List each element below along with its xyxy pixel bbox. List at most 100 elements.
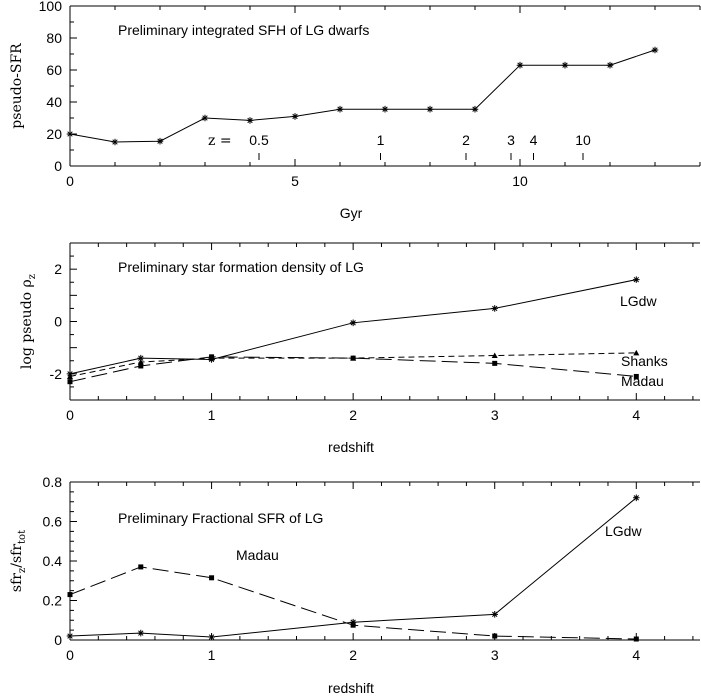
- star-marker: [606, 61, 614, 69]
- star-marker: [561, 61, 569, 69]
- star-marker: [137, 354, 145, 362]
- x-tick-label: 1: [208, 647, 216, 663]
- triangle-marker: [67, 373, 73, 379]
- star-marker: [349, 319, 357, 327]
- square-marker: [67, 379, 73, 385]
- x-tick-label: 2: [349, 647, 357, 663]
- y-tick-label: 0.2: [43, 593, 63, 609]
- star-marker: [491, 305, 499, 312]
- z-tick-label: 10: [575, 132, 591, 148]
- square-marker: [350, 622, 356, 628]
- x-tick-label: 2: [349, 407, 357, 423]
- series-lgdw: [66, 494, 640, 641]
- series-line: [69, 566, 637, 640]
- star-marker: [516, 61, 524, 69]
- legend-lgdw: LGdw: [605, 523, 642, 539]
- panel-star-formation-density: 0 1 2 3 4 -2 0 2 Preliminary star formation dens…: [19, 242, 700, 455]
- star-marker: [156, 137, 164, 145]
- series-madau: [67, 354, 639, 385]
- triangle-marker: [137, 359, 144, 365]
- series-line: [69, 279, 637, 375]
- z-tick-label: 4: [530, 132, 538, 148]
- x-axis-label: Gyr: [340, 205, 363, 221]
- y-tick-label: 100: [39, 0, 63, 14]
- chart-title: Preliminary star formation density of LG: [118, 259, 364, 275]
- x-tick-label: 4: [632, 647, 640, 663]
- y-tick-label: 0: [54, 632, 62, 648]
- x-tick-label: 3: [491, 647, 499, 663]
- y-axis-label: sfrz/sfrtot: [9, 530, 28, 592]
- star-marker: [349, 618, 357, 626]
- z-tick-label: 1: [377, 132, 385, 148]
- star-marker: [66, 632, 74, 640]
- x-tick-label: 3: [491, 407, 499, 423]
- series-line: [69, 356, 637, 383]
- square-marker: [492, 633, 498, 639]
- legend-lgdw: LGdw: [620, 293, 657, 309]
- z-axis-label: z =: [208, 133, 232, 149]
- legend-shanks: Shanks: [621, 353, 668, 369]
- z-tick-label: 3: [507, 132, 515, 148]
- y-tick-label: 0.8: [43, 474, 63, 490]
- star-marker: [208, 633, 215, 641]
- z-tick-label: 2: [462, 132, 470, 148]
- y-tick-label: 2: [54, 261, 62, 277]
- star-marker: [66, 130, 74, 138]
- square-marker: [138, 363, 144, 369]
- square-marker: [209, 354, 215, 360]
- series-shanks: [67, 349, 640, 379]
- y-tick-label: 80: [46, 30, 62, 46]
- series-sfh: [66, 46, 659, 146]
- x-tick-label: 0: [66, 647, 74, 663]
- y-tick-label: 0.6: [43, 514, 63, 530]
- x-tick-label: 0: [66, 173, 74, 189]
- x-tick-label: 10: [512, 173, 528, 189]
- y-tick-label: 40: [46, 94, 62, 110]
- square-marker: [633, 373, 639, 379]
- star-marker: [137, 629, 145, 637]
- legend-madau: Madau: [621, 373, 664, 389]
- series-madau: [67, 564, 639, 642]
- star-marker: [291, 113, 299, 120]
- square-marker: [138, 564, 144, 570]
- star-marker: [111, 138, 119, 146]
- star-marker: [201, 114, 209, 122]
- series-line: [69, 352, 637, 377]
- legend-madau: Madau: [236, 547, 279, 563]
- star-marker: [381, 105, 389, 113]
- y-axis-label: log pseudo ρz: [19, 274, 38, 369]
- triangle-marker: [491, 352, 498, 359]
- star-marker: [246, 117, 254, 124]
- chart-title: Preliminary integrated SFH of LG dwarfs: [118, 22, 369, 38]
- series-line: [69, 49, 656, 143]
- x-tick-label: 5: [291, 173, 299, 189]
- square-marker: [633, 636, 639, 642]
- x-tick-label: 0: [66, 407, 74, 423]
- x-axis-label: redshift: [328, 439, 374, 455]
- x-axis-label: redshift: [328, 680, 374, 696]
- y-tick-label: 20: [46, 126, 62, 142]
- star-marker: [632, 276, 640, 283]
- square-marker: [350, 355, 356, 361]
- star-marker: [491, 611, 499, 618]
- y-tick-label: 0: [54, 314, 62, 330]
- triangle-marker: [633, 349, 640, 356]
- square-marker: [67, 592, 73, 598]
- x-tick-label: 4: [632, 407, 640, 423]
- square-marker: [492, 360, 498, 366]
- y-tick-label: 60: [46, 62, 62, 78]
- y-tick-label: -2: [50, 366, 63, 382]
- x-tick-label: 1: [208, 407, 216, 423]
- star-marker: [632, 494, 640, 502]
- star-marker: [426, 105, 434, 113]
- star-marker: [471, 105, 479, 113]
- star-marker: [651, 46, 659, 54]
- z-tick-label: 0.5: [249, 132, 269, 148]
- panel-fractional-sfr: 0 1 2 3 4 0 0.2 0.4 0.6 0.8 Preliminary Fractional…: [9, 474, 700, 696]
- y-tick-label: 0: [54, 158, 62, 174]
- chart-title: Preliminary Fractional SFR of LG: [118, 510, 323, 526]
- series-line: [69, 497, 637, 638]
- star-marker: [336, 105, 344, 113]
